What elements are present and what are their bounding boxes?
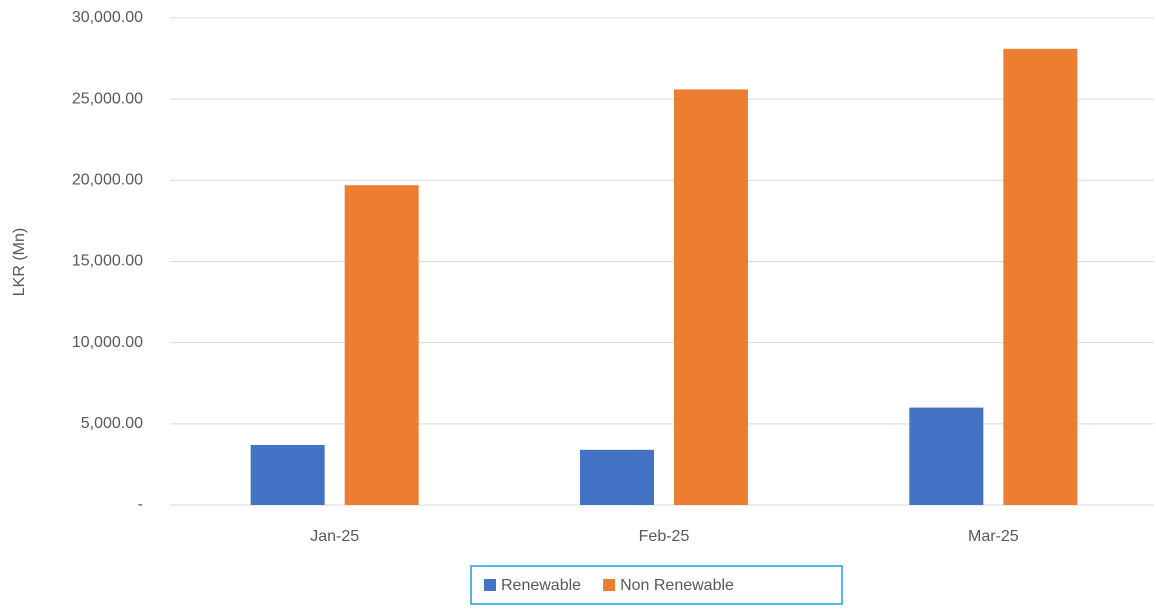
y-tick-label: 20,000.00 — [72, 172, 143, 189]
bar — [344, 185, 419, 505]
bar — [250, 444, 325, 505]
bar — [580, 449, 654, 505]
legend-box — [470, 565, 843, 605]
legend-label: Non Renewable — [620, 577, 734, 594]
y-tick-label: 5,000.00 — [81, 415, 143, 432]
x-tick-label: Feb-25 — [639, 528, 690, 545]
y-axis-label: LKR (Mn) — [11, 228, 28, 296]
y-tick-label: 10,000.00 — [72, 334, 143, 351]
x-tick-label: Mar-25 — [968, 528, 1019, 545]
bar — [674, 89, 748, 505]
bar — [909, 407, 984, 505]
y-tick-label: 25,000.00 — [72, 90, 143, 107]
y-tick-label: 15,000.00 — [72, 253, 143, 270]
y-tick-label: - — [138, 496, 143, 513]
x-tick-label: Jan-25 — [310, 528, 359, 545]
legend-label: Renewable — [501, 577, 581, 594]
y-tick-label: 30,000.00 — [72, 9, 143, 26]
legend-swatch — [484, 579, 496, 591]
legend-swatch — [603, 579, 616, 591]
bar — [1003, 48, 1078, 506]
